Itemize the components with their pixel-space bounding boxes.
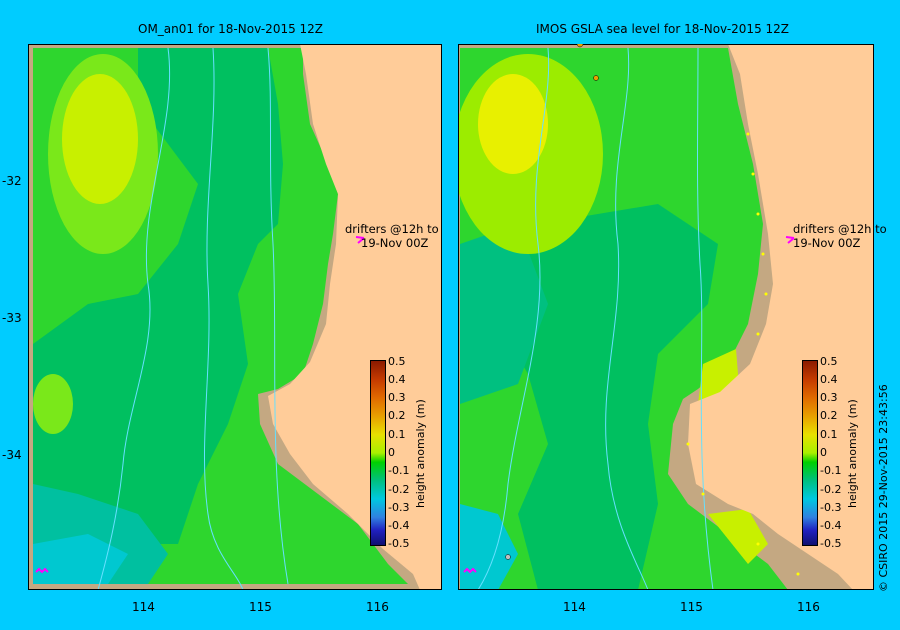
right-cbar-tick: -0.4	[820, 519, 842, 532]
right-cbar-tick: 0.1	[820, 428, 838, 441]
right-cbar-tick: 0.5	[820, 355, 838, 368]
right-map[interactable]	[458, 44, 874, 590]
lat-tick-33: -33	[2, 311, 22, 325]
credit-text: © CSIRO 2015 29-Nov-2015 23:43:56	[877, 384, 890, 592]
left-cbar-tick: 0.3	[388, 391, 406, 404]
right-cbar-tick: -0.5	[820, 537, 842, 550]
left-map[interactable]	[28, 44, 442, 590]
left-cbar-label: height anomaly (m)	[414, 399, 427, 508]
left-colorbar	[370, 360, 386, 546]
right-cbar-label: height anomaly (m)	[846, 399, 859, 508]
lat-tick-32: -32	[2, 174, 22, 188]
left-panel-title: OM_an01 for 18-Nov-2015 12Z	[138, 22, 324, 36]
left-cbar-tick: 0.2	[388, 409, 406, 422]
right-drifter-note: drifters @12h to 19-Nov 00Z	[793, 222, 887, 250]
left-cbar-tick: -0.5	[388, 537, 410, 550]
right-cbar-tick: -0.2	[820, 483, 842, 496]
left-lon-tick-115: 115	[249, 600, 272, 614]
right-panel-title: IMOS GSLA sea level for 18-Nov-2015 12Z	[536, 22, 790, 36]
right-lon-tick-116: 116	[797, 600, 820, 614]
right-cbar-tick: 0.2	[820, 409, 838, 422]
left-cbar-tick: 0.1	[388, 428, 406, 441]
left-cbar-tick: -0.4	[388, 519, 410, 532]
left-lon-tick-116: 116	[366, 600, 389, 614]
left-cbar-tick: 0.4	[388, 373, 406, 386]
left-drifter-note: drifters @12h to 19-Nov 00Z	[345, 222, 439, 250]
right-colorbar	[802, 360, 818, 546]
left-cbar-tick: -0.2	[388, 483, 410, 496]
left-cbar-tick: 0	[388, 446, 395, 459]
left-drifter-note-line2: 19-Nov 00Z	[361, 236, 429, 250]
lat-tick-34: -34	[2, 448, 22, 462]
right-lon-tick-115: 115	[680, 600, 703, 614]
right-cbar-tick: 0	[820, 446, 827, 459]
right-lon-tick-114: 114	[563, 600, 586, 614]
right-cbar-tick: -0.3	[820, 501, 842, 514]
left-cbar-tick: -0.3	[388, 501, 410, 514]
left-drifter-note-line1: drifters @12h to	[345, 222, 439, 236]
left-cbar-tick: -0.1	[388, 464, 410, 477]
left-cbar-tick: 0.5	[388, 355, 406, 368]
right-cbar-tick: -0.1	[820, 464, 842, 477]
left-lon-tick-114: 114	[132, 600, 155, 614]
right-cbar-tick: 0.4	[820, 373, 838, 386]
right-cbar-tick: 0.3	[820, 391, 838, 404]
right-drifter-note-line1: drifters @12h to	[793, 222, 887, 236]
right-drifter-note-line2: 19-Nov 00Z	[793, 236, 861, 250]
